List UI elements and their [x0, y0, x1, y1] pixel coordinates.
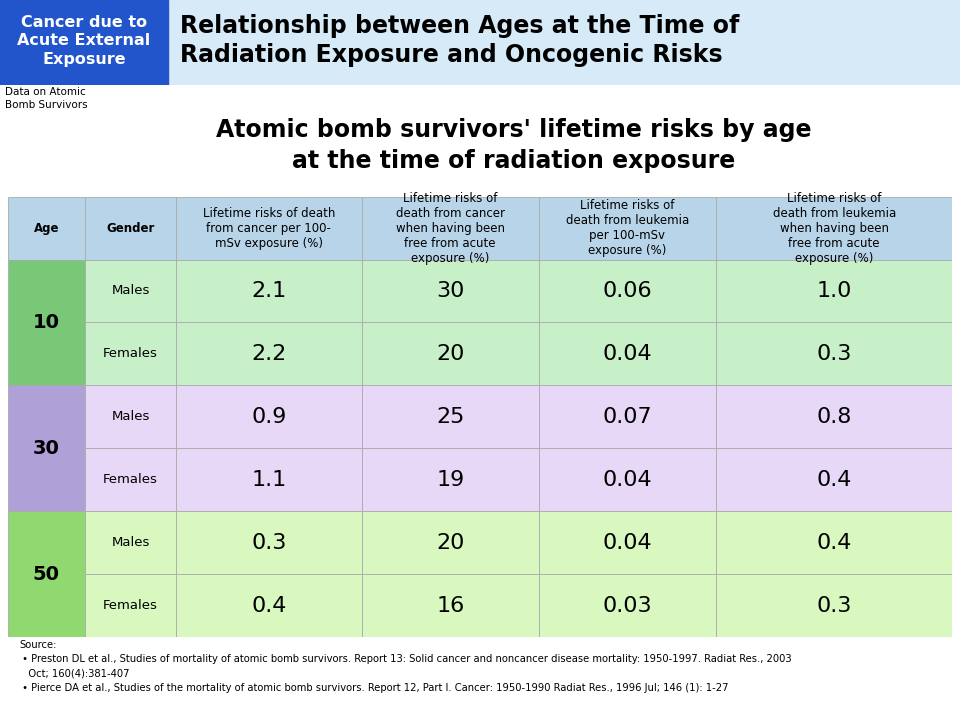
Text: 50: 50 — [33, 564, 60, 584]
Bar — [85, 259, 176, 323]
Text: Gender: Gender — [107, 222, 155, 235]
Text: Males: Males — [111, 410, 150, 423]
Text: 0.8: 0.8 — [817, 407, 852, 427]
Bar — [539, 385, 716, 449]
Bar — [539, 511, 716, 575]
Bar — [176, 323, 362, 385]
Bar — [176, 197, 362, 259]
Text: 16: 16 — [436, 595, 465, 616]
Bar — [362, 575, 539, 637]
Text: 1.1: 1.1 — [252, 470, 286, 490]
Bar — [176, 449, 362, 511]
Bar — [176, 385, 362, 449]
Bar — [362, 259, 539, 323]
Text: 2.2: 2.2 — [252, 344, 286, 364]
Text: 0.3: 0.3 — [817, 595, 852, 616]
Bar — [85, 511, 176, 575]
Text: 20: 20 — [436, 533, 465, 553]
Text: 0.3: 0.3 — [252, 533, 287, 553]
Text: 0.03: 0.03 — [603, 595, 652, 616]
Text: 30: 30 — [33, 439, 60, 458]
Text: Age: Age — [34, 222, 60, 235]
Bar — [716, 385, 952, 449]
Bar — [8, 259, 85, 385]
Text: Data on Atomic
Bomb Survivors: Data on Atomic Bomb Survivors — [5, 87, 87, 109]
Text: Atomic bomb survivors' lifetime risks by age
at the time of radiation exposure: Atomic bomb survivors' lifetime risks by… — [216, 118, 811, 173]
Text: 2.1: 2.1 — [252, 281, 286, 301]
Text: Males: Males — [111, 536, 150, 549]
Bar — [8, 197, 85, 259]
Bar — [716, 511, 952, 575]
Bar — [716, 575, 952, 637]
Text: 0.06: 0.06 — [603, 281, 652, 301]
Bar — [716, 259, 952, 323]
Bar — [176, 511, 362, 575]
Text: 0.07: 0.07 — [603, 407, 652, 427]
Text: 0.04: 0.04 — [603, 344, 652, 364]
Bar — [8, 385, 85, 511]
Bar — [85, 449, 176, 511]
Text: 19: 19 — [436, 470, 465, 490]
Bar — [85, 575, 176, 637]
Text: 20: 20 — [436, 344, 465, 364]
Bar — [176, 259, 362, 323]
Text: Lifetime risks of death
from cancer per 100-
mSv exposure (%): Lifetime risks of death from cancer per … — [203, 207, 335, 250]
Bar — [85, 385, 176, 449]
Text: Females: Females — [103, 599, 158, 612]
Bar — [362, 511, 539, 575]
Bar — [362, 449, 539, 511]
Text: Lifetime risks of
death from leukemia
when having been
free from acute
exposure : Lifetime risks of death from leukemia wh… — [773, 192, 896, 264]
Bar — [362, 323, 539, 385]
Bar — [539, 197, 716, 259]
Bar — [362, 385, 539, 449]
Bar — [0, 0, 168, 85]
Text: Males: Males — [111, 284, 150, 297]
Text: Females: Females — [103, 473, 158, 486]
Bar — [716, 323, 952, 385]
Text: Lifetime risks of
death from leukemia
per 100-mSv
exposure (%): Lifetime risks of death from leukemia pe… — [565, 199, 689, 257]
Text: 0.04: 0.04 — [603, 533, 652, 553]
Text: Lifetime risks of
death from cancer
when having been
free from acute
exposure (%: Lifetime risks of death from cancer when… — [396, 192, 505, 264]
Text: Cancer due to
Acute External
Exposure: Cancer due to Acute External Exposure — [17, 14, 151, 67]
Text: Source:
 • Preston DL et al., Studies of mortality of atomic bomb survivors. Rep: Source: • Preston DL et al., Studies of … — [19, 639, 792, 693]
Text: 0.3: 0.3 — [817, 344, 852, 364]
Text: 0.04: 0.04 — [603, 470, 652, 490]
Text: 0.9: 0.9 — [252, 407, 287, 427]
Text: 1.0: 1.0 — [817, 281, 852, 301]
Bar — [8, 511, 85, 637]
Bar — [716, 197, 952, 259]
Bar — [539, 259, 716, 323]
Text: Females: Females — [103, 348, 158, 361]
Bar — [362, 197, 539, 259]
Bar — [85, 197, 176, 259]
Bar — [539, 575, 716, 637]
Text: 25: 25 — [436, 407, 465, 427]
Bar — [716, 449, 952, 511]
Bar — [85, 323, 176, 385]
Bar — [539, 323, 716, 385]
Bar — [176, 575, 362, 637]
Text: 0.4: 0.4 — [817, 533, 852, 553]
Bar — [539, 449, 716, 511]
Text: 30: 30 — [436, 281, 465, 301]
Text: 0.4: 0.4 — [817, 470, 852, 490]
Text: 10: 10 — [33, 313, 60, 332]
Text: 0.4: 0.4 — [252, 595, 287, 616]
Text: Relationship between Ages at the Time of
Radiation Exposure and Oncogenic Risks: Relationship between Ages at the Time of… — [180, 14, 739, 67]
